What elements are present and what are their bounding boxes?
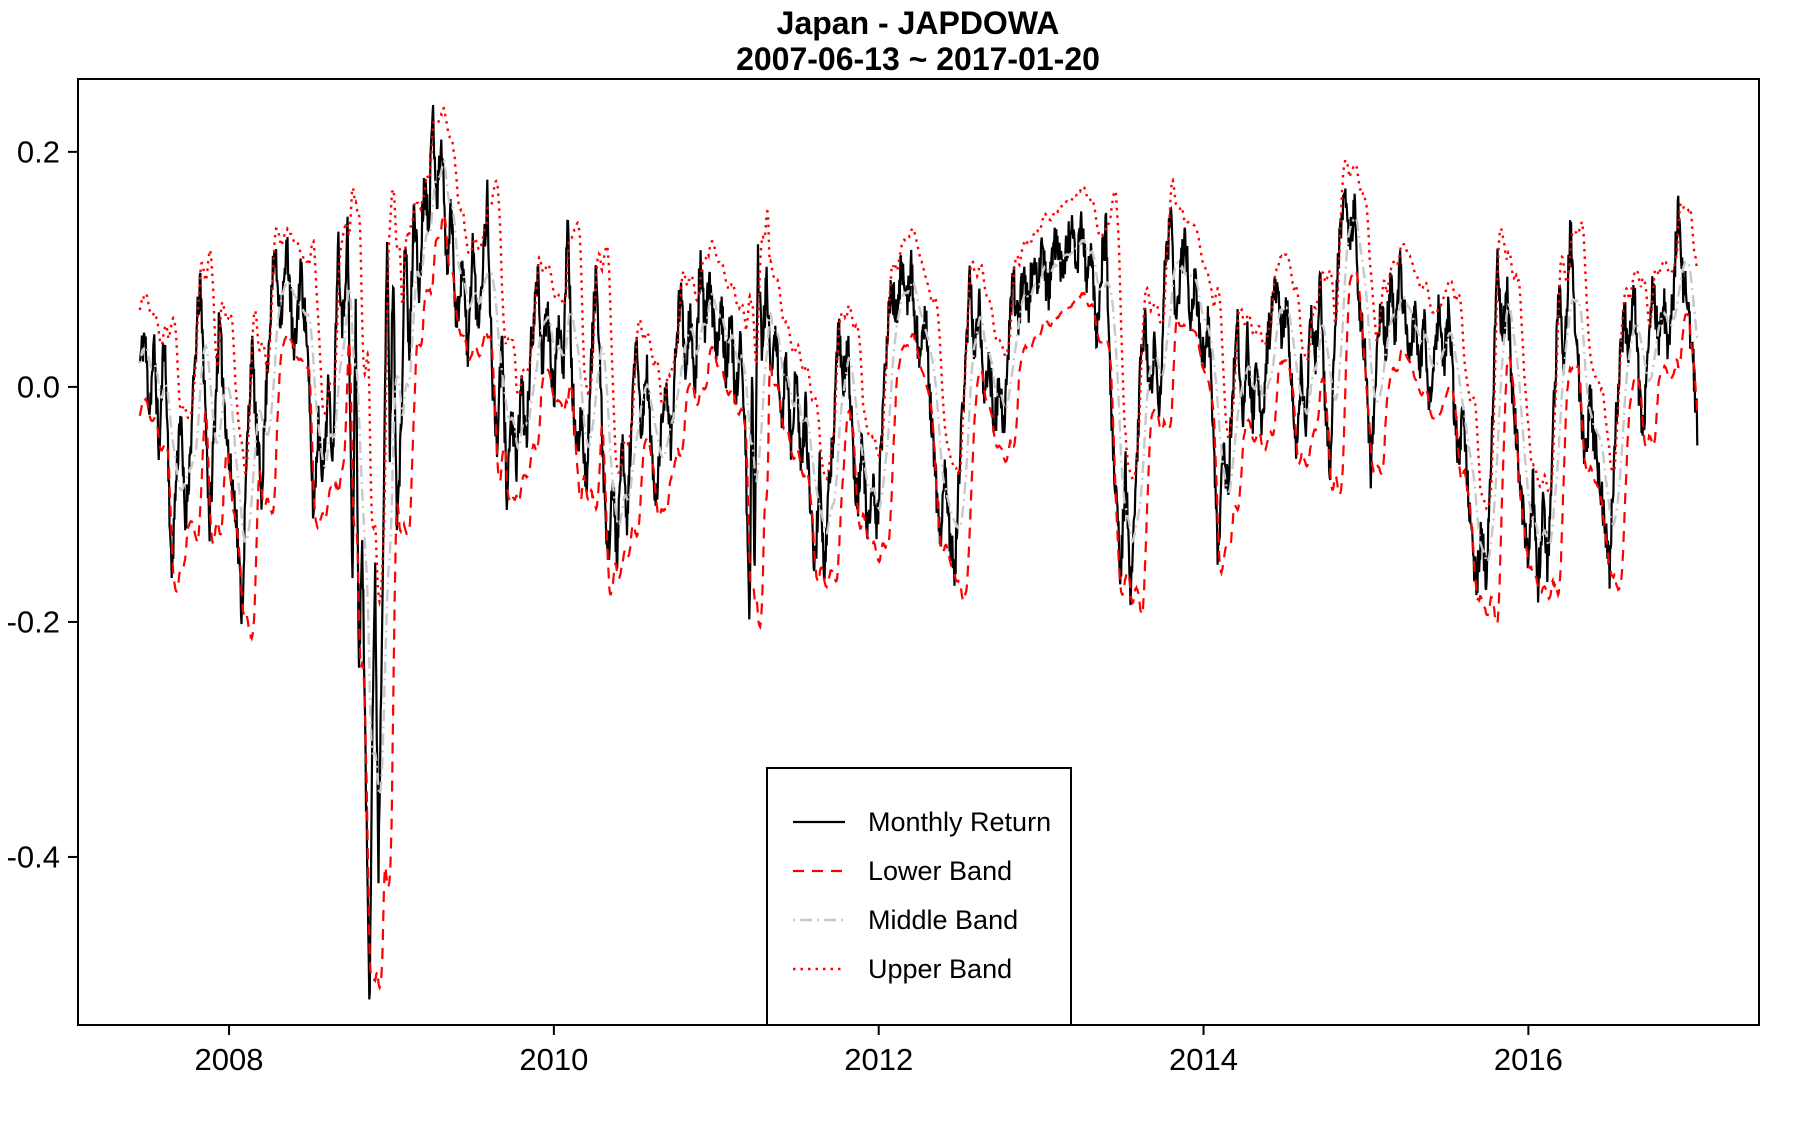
legend-label-middle-band: Middle Band — [868, 905, 1018, 935]
legend-label-upper-band: Upper Band — [868, 954, 1012, 984]
legend-label-monthly-return: Monthly Return — [868, 807, 1051, 837]
chart-title: Japan - JAPDOWA — [777, 5, 1060, 41]
monthly-return-line — [138, 105, 1699, 1000]
y-tick-label-0.0: 0.0 — [17, 369, 60, 404]
middle-band-line — [138, 159, 1699, 799]
y-tick-label--0.2: -0.2 — [7, 604, 60, 639]
lower-band-line — [138, 212, 1699, 991]
x-tick-label-2010: 2010 — [519, 1042, 588, 1077]
x-tick-label-2012: 2012 — [844, 1042, 913, 1077]
legend: Monthly Return Lower Band Middle Band Up… — [766, 767, 1072, 1026]
legend-box — [766, 767, 1072, 1026]
x-tick-label-2016: 2016 — [1494, 1042, 1563, 1077]
axes: 0.2 0.0 -0.2 -0.4 2008 2010 2012 2014 2016 — [7, 134, 1563, 1077]
x-tick-label-2008: 2008 — [195, 1042, 264, 1077]
chart-subtitle: 2007-06-13 ~ 2017-01-20 — [736, 41, 1100, 77]
series-group — [138, 105, 1699, 1000]
y-tick-label-0.2: 0.2 — [17, 134, 60, 169]
y-tick-label--0.4: -0.4 — [7, 839, 60, 874]
legend-label-lower-band: Lower Band — [868, 856, 1012, 886]
upper-band-line — [138, 106, 1699, 608]
x-tick-label-2014: 2014 — [1169, 1042, 1238, 1077]
